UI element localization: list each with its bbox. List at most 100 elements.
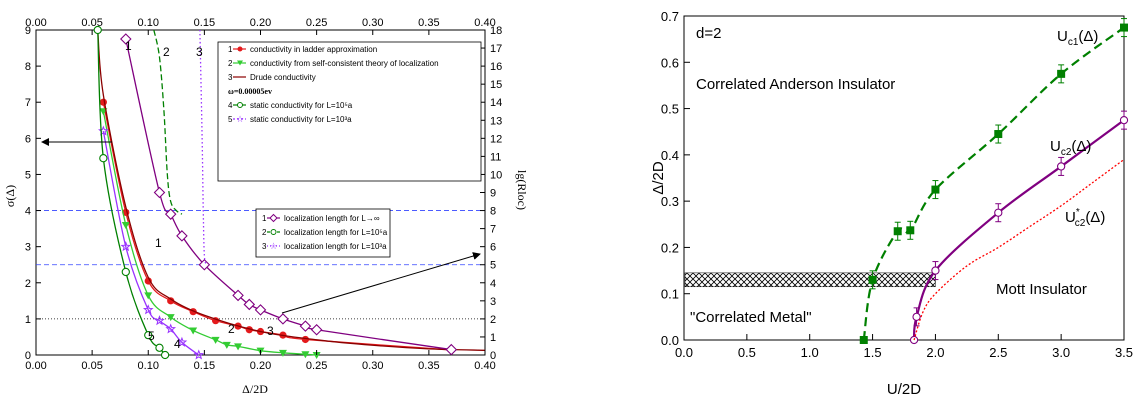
legend-2-num-1: 1 (262, 214, 267, 223)
legend-1-marker-1 (237, 46, 243, 52)
right-plot-frame (683, 15, 1125, 341)
left-y-tick-label: 9 (25, 25, 31, 37)
legend-1-num-4: 4 (228, 101, 233, 110)
legend-2-marker-1 (269, 213, 278, 223)
left-y2-tick-label: 7 (490, 224, 496, 236)
legend-1-num-2: 2 (228, 59, 233, 68)
left-series-4-point (120, 241, 132, 252)
right-chart: 0.0 0.5 1.0 1.5 2.0 2.5 3.0 3.5 0.0 0.1 0.2 0.3 0.4 0… (650, 9, 1133, 398)
right-x-tick-label: 0.5 (738, 345, 756, 360)
legend-1-marker-5: ☆ (236, 115, 244, 125)
right-series-line-3 (913, 158, 1125, 341)
legend-1-marker-4 (237, 102, 243, 108)
legend-2-marker-2 (270, 229, 277, 235)
left-x-tick-label: 0.05 (81, 360, 102, 372)
left-series-5-point (155, 343, 164, 352)
left-series-4-point (142, 304, 154, 315)
legend-1-label-4: static conductivity for L=10⁵a (250, 101, 353, 110)
left-series-6-point (153, 186, 166, 199)
right-y-tick-label: 0.2 (661, 240, 679, 255)
left-x-tick-label: 0.20 (250, 360, 271, 372)
right-series-1-point (931, 185, 940, 194)
right-series-1-point (1057, 69, 1066, 78)
left-y2-tick-label: 8 (490, 206, 496, 218)
left-y2-tick-label: 15 (490, 79, 502, 91)
left-series-4-point (193, 349, 205, 360)
right-series-1-point (1120, 23, 1128, 32)
left-x-tick-label-top: 0.25 (306, 17, 327, 29)
region-mott-insulator: Mott Insulator (996, 281, 1087, 298)
left-x-tick-label-top: 0.30 (362, 17, 383, 29)
left-series-4-point (154, 315, 165, 326)
left-series-2-point (121, 222, 130, 229)
curve-label-loc-1: 1 (125, 39, 132, 53)
right-series-2-point (1119, 115, 1129, 125)
right-y-tick-label: 0.0 (661, 333, 679, 348)
left-y-tick-label: 1 (25, 314, 31, 326)
legend-box-1 (217, 41, 482, 182)
label-uc1: Uc1(Δ) (1057, 28, 1098, 48)
left-series-6-point (232, 289, 244, 302)
left-x-tick-label: 0.25 (306, 360, 327, 372)
left-right-axis-label: lg(Rloc) (515, 170, 529, 210)
right-y-tick-label: 0.3 (661, 194, 679, 209)
left-y-tick-label: 5 (25, 169, 31, 181)
left-series-line-4 (102, 130, 200, 356)
region-correlated-anderson-insulator: Correlated Anderson Insulator (696, 76, 895, 93)
right-series-1-point (906, 226, 915, 235)
left-x-tick-label-top: 0.15 (194, 17, 215, 29)
legend-2-num-2: 2 (262, 228, 267, 237)
left-y2-tick-label: 13 (490, 115, 502, 127)
left-y-axis-label: σ(Δ) (3, 185, 17, 207)
left-series-4-point (176, 336, 188, 347)
legend-1-omega: ω=0.00005ev (228, 87, 272, 96)
legend-2-label-3: localization length for L=10³a (284, 242, 387, 251)
legend-2-num-3: 3 (262, 242, 267, 251)
right-x-tick-label: 3.0 (1052, 345, 1070, 360)
right-series-1-point (868, 275, 877, 284)
curve-label-loc-3: 3 (196, 45, 203, 59)
left-series-6-point (277, 313, 289, 325)
legend-2-marker-3: ☆ (269, 242, 277, 252)
legend-1-label-2: conductivity from self-consistent theory… (250, 59, 439, 68)
right-series-1-point (893, 227, 902, 236)
label-uc2: Uc2(Δ) (1050, 138, 1091, 158)
left-y-tick-label: 0 (25, 350, 31, 362)
left-series-2-point (234, 343, 243, 351)
left-series-2-point (222, 341, 231, 349)
left-x-tick-label: 0.15 (194, 360, 215, 372)
left-series-5-point (160, 350, 170, 360)
right-x-tick-label: 2.5 (989, 345, 1007, 360)
left-x-tick-label-top: 0.00 (25, 17, 46, 29)
left-y-tick-label: 4 (25, 206, 31, 218)
right-series-2-point (931, 266, 940, 275)
legend-1-label-1: conductivity in ladder approximation (250, 45, 377, 54)
left-series-6-point (120, 33, 132, 45)
left-series-line-3 (97, 29, 486, 351)
correlated-metal-hatched-band (684, 272, 936, 288)
left-series-6-point (243, 298, 256, 311)
right-chart-title: d=2 (696, 25, 721, 42)
legend-1-label-5: static conductivity for L=10³a (250, 115, 352, 124)
right-x-tick-label: 3.5 (1115, 345, 1133, 360)
left-y2-tick-label: 11 (490, 151, 501, 163)
left-y2-tick-label: 3 (490, 296, 496, 308)
legend-1-num-3: 3 (228, 73, 233, 82)
left-series-1-point (167, 297, 175, 305)
left-x-tick-label: 0.30 (362, 360, 383, 372)
left-series-6-point (299, 320, 312, 332)
left-x-tick-label-top: 0.20 (250, 17, 271, 29)
left-x-tick-label: 0.10 (138, 360, 159, 372)
left-series-6-point (198, 258, 211, 271)
left-y2-tick-label: 12 (490, 133, 502, 145)
label-uc2-star: U* c2(Δ) (1065, 207, 1105, 229)
region-correlated-metal: "Correlated Metal" (690, 309, 812, 326)
right-series-1-point (859, 336, 868, 344)
left-series-5-point (144, 330, 153, 340)
left-legend-bottom: 1 localization length for L→∞ 2 localiza… (255, 208, 391, 258)
right-y-tick-label: 0.7 (661, 9, 679, 24)
left-y-tick-label: 3 (25, 242, 31, 254)
right-x-tick-label: 2.0 (926, 345, 944, 360)
right-x-tick-label: 1.0 (801, 345, 819, 360)
left-series-1-point (144, 277, 152, 285)
